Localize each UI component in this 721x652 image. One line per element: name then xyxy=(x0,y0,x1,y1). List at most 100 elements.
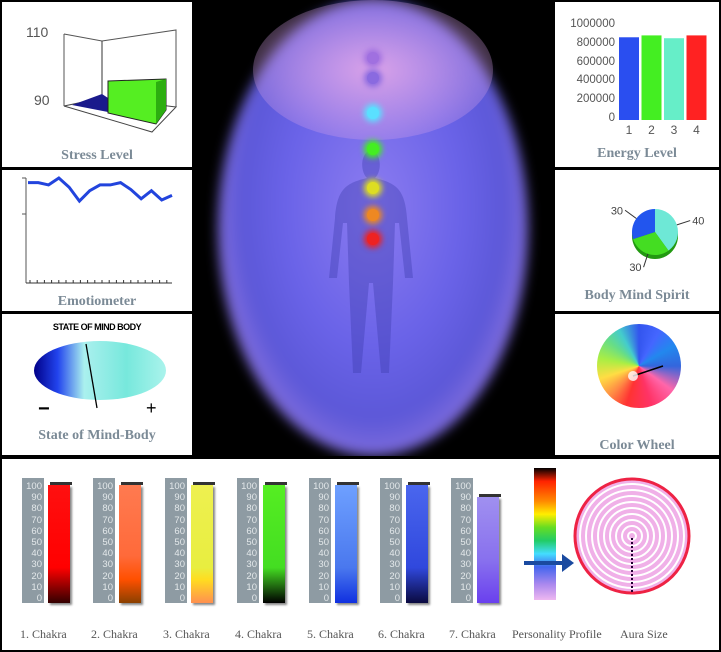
energy-x-label: 1 xyxy=(626,123,633,137)
scale-tick: 50 xyxy=(31,537,42,549)
chakra-4-label: 4. Chakra xyxy=(235,627,282,641)
scale-tick: 90 xyxy=(318,492,329,504)
scale-tick: 60 xyxy=(174,525,185,537)
aura-size-label: Aura Size xyxy=(620,627,668,641)
scale-tick: 100 xyxy=(384,481,400,492)
body-mind-spirit-pie-chart: 40 30 30 xyxy=(611,205,705,274)
scale-tick: 40 xyxy=(31,548,42,560)
pie-slice xyxy=(632,209,655,240)
state-of-mind-panel: STATE OF MIND BODY − + State of Mind-Bod… xyxy=(2,314,192,455)
chakra-dot-7 xyxy=(367,52,379,64)
scale-tick: 90 xyxy=(389,492,400,504)
chakra-dot-2 xyxy=(367,209,379,221)
scale-tick: 50 xyxy=(389,537,400,549)
scale-tick: 20 xyxy=(246,570,257,582)
scale-tick: 70 xyxy=(389,514,400,526)
emotiometer-line-chart xyxy=(22,176,173,284)
stress-level-panel: 110 90 Stress Level xyxy=(2,2,192,167)
energy-bar-4 xyxy=(686,35,707,120)
scale-tick: 30 xyxy=(318,559,329,571)
scale-tick: 50 xyxy=(318,537,329,549)
scale-tick: 0 xyxy=(251,593,257,605)
scale-tick: 30 xyxy=(31,559,42,571)
personality-profile-label: Personality Profile xyxy=(512,627,602,641)
scale-tick: 70 xyxy=(246,514,257,526)
scale-tick: 10 xyxy=(460,581,471,593)
aura-body-image xyxy=(193,0,552,456)
personality-profile-bar xyxy=(534,468,556,600)
scale-tick: 0 xyxy=(394,593,400,605)
scale-tick: 0 xyxy=(465,593,471,605)
scale-tick: 10 xyxy=(174,581,185,593)
scale-tick: 60 xyxy=(31,525,42,537)
emotiometer-line xyxy=(28,176,173,204)
body-mind-spirit-caption: Body Mind Spirit xyxy=(584,288,690,303)
scale-tick: 30 xyxy=(389,559,400,571)
chakra-scale: 100 90 80 70 60 50 40 30 20 10 0 xyxy=(237,478,259,605)
chakra-3-label: 3. Chakra xyxy=(163,627,210,641)
chakra-scale: 100 90 80 70 60 50 40 30 20 10 0 xyxy=(165,478,187,605)
scale-tick: 20 xyxy=(174,570,185,582)
scale-tick: 30 xyxy=(460,559,471,571)
scale-tick: 90 xyxy=(102,492,113,504)
scale-tick: 50 xyxy=(174,537,185,549)
energy-level-panel: 1000000 800000 600000 400000 200000 0 1 2 3 4 En… xyxy=(555,2,719,167)
pointer-arrow-icon xyxy=(524,554,574,572)
scale-tick: 20 xyxy=(460,570,471,582)
scale-tick: 20 xyxy=(389,570,400,582)
scale-tick: 20 xyxy=(318,570,329,582)
scale-tick: 60 xyxy=(246,525,257,537)
pie-slice xyxy=(633,232,669,255)
state-caption: State of Mind-Body xyxy=(38,428,156,443)
chakra-1-label: 1. Chakra xyxy=(20,627,67,641)
energy-y-tick: 800000 xyxy=(576,36,615,49)
scale-tick: 90 xyxy=(246,492,257,504)
scale-tick: 30 xyxy=(102,559,113,571)
scale-tick: 60 xyxy=(460,525,471,537)
plus-sign: + xyxy=(146,398,157,418)
scale-tick: 70 xyxy=(31,514,42,526)
aura-size-rings xyxy=(573,477,691,595)
scale-tick: 60 xyxy=(102,525,113,537)
stress-3d-bar-chart xyxy=(63,29,178,133)
scale-tick: 40 xyxy=(174,548,185,560)
scale-tick: 70 xyxy=(460,514,471,526)
chakra-dot-1 xyxy=(367,233,379,245)
scale-tick: 10 xyxy=(318,581,329,593)
scale-tick: 90 xyxy=(174,492,185,504)
chakra-1-bar xyxy=(48,482,72,603)
stress-level-caption: Stress Level xyxy=(61,148,133,163)
state-indicator-needle xyxy=(85,343,98,409)
scale-tick: 90 xyxy=(31,492,42,504)
energy-bar-2 xyxy=(641,35,662,120)
emotiometer-panel: Emotiometer xyxy=(2,170,192,311)
energy-bar-chart: 1 2 3 4 xyxy=(619,35,707,137)
minus-sign: − xyxy=(38,398,50,420)
scale-tick: 100 xyxy=(97,481,113,492)
chakra-dot-5 xyxy=(367,107,379,119)
scale-tick: 70 xyxy=(102,514,113,526)
chakra-scale: 100 90 80 70 60 50 40 30 20 10 0 xyxy=(22,478,44,604)
scale-tick: 10 xyxy=(31,581,42,593)
scale-tick: 10 xyxy=(246,581,257,593)
scale-tick: 80 xyxy=(460,503,471,515)
chakra-6-bar xyxy=(406,482,430,603)
scale-tick: 100 xyxy=(455,481,471,492)
chakra-scale: 100 90 80 70 60 50 40 30 20 10 0 xyxy=(93,478,115,605)
emotiometer-caption: Emotiometer xyxy=(57,294,137,309)
scale-tick: 80 xyxy=(102,503,113,515)
chakra-5-label: 5. Chakra xyxy=(307,627,354,641)
chakra-3-bar xyxy=(191,482,215,603)
scale-tick: 100 xyxy=(26,481,42,492)
chakra-dot-3 xyxy=(367,182,379,194)
stress-tick-90: 90 xyxy=(34,92,50,108)
scale-tick: 0 xyxy=(179,593,185,605)
chakra-2-bar xyxy=(119,482,143,603)
chakra-7-bar xyxy=(477,494,501,603)
color-wheel-hand xyxy=(628,365,664,381)
state-title: STATE OF MIND BODY xyxy=(52,322,142,332)
scale-tick: 0 xyxy=(107,593,113,605)
chakra-dot-4 xyxy=(367,143,379,155)
energy-y-tick: 200000 xyxy=(576,93,615,106)
scale-tick: 50 xyxy=(246,537,257,549)
